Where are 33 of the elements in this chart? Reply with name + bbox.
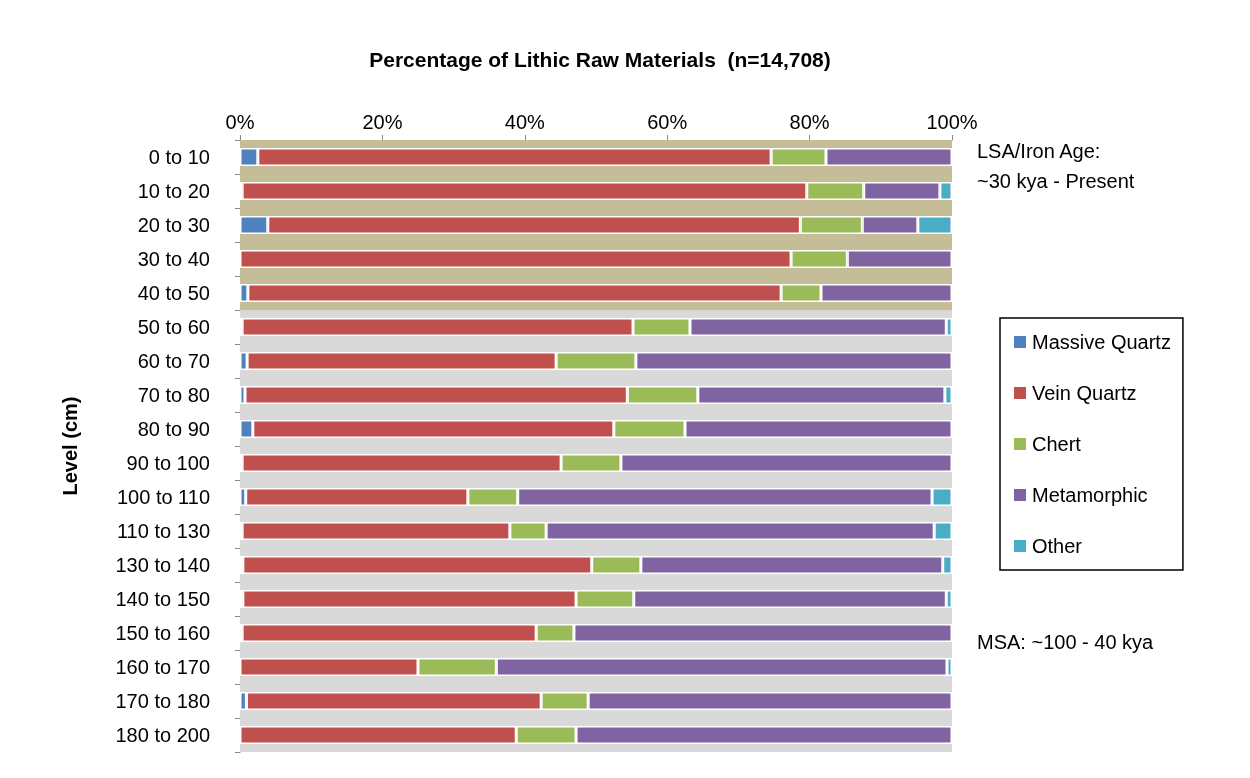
- y-tick-label: 30 to 40: [137, 248, 210, 270]
- y-tick-label: 150 to 160: [115, 622, 210, 644]
- legend-label: Other: [1032, 535, 1083, 557]
- x-tick-label: 80%: [789, 111, 830, 133]
- y-tick-label: 20 to 30: [137, 214, 210, 236]
- x-tick-label: 100%: [926, 111, 978, 133]
- y-tick-label: 10 to 20: [137, 180, 210, 202]
- x-tick-label: 20%: [362, 111, 403, 133]
- chart-title: Percentage of Lithic Raw Materials (n=14,708): [369, 48, 831, 71]
- band-label: MSA: ~100 - 40 kya: [977, 630, 1155, 653]
- legend-label: Chert: [1032, 433, 1082, 455]
- legend-label: Metamorphic: [1032, 484, 1148, 506]
- y-tick-label: 60 to 70: [137, 350, 210, 372]
- legend-label: Vein Quartz: [1032, 382, 1137, 404]
- y-tick-label: 90 to 100: [126, 452, 210, 474]
- y-tick-label: 70 to 80: [137, 384, 210, 406]
- y-tick-label: 80 to 90: [137, 418, 210, 440]
- y-tick-label: 140 to 150: [115, 588, 210, 610]
- x-tick-label: 0%: [225, 111, 255, 133]
- legend-label: Massive Quartz: [1032, 331, 1171, 353]
- y-tick-label: 160 to 170: [115, 656, 210, 678]
- y-tick-label: 50 to 60: [137, 316, 210, 338]
- y-tick-label: 40 to 50: [137, 282, 210, 304]
- y-tick-label: 0 to 10: [148, 146, 210, 168]
- x-tick-label: 40%: [504, 111, 546, 133]
- band-label: LSA/Iron Age: ~30 kya - Present: [977, 139, 1135, 192]
- x-tick-label: 60%: [647, 111, 688, 133]
- y-tick-label: 170 to 180: [115, 690, 210, 712]
- y-tick-label: 110 to 130: [116, 520, 210, 542]
- y-tick-label: 130 to 140: [115, 554, 210, 576]
- y-tick-label: 100 to 110: [116, 486, 210, 508]
- y-tick-label: 180 to 200: [115, 724, 210, 746]
- y-axis-title: Level (cm): [59, 396, 81, 496]
